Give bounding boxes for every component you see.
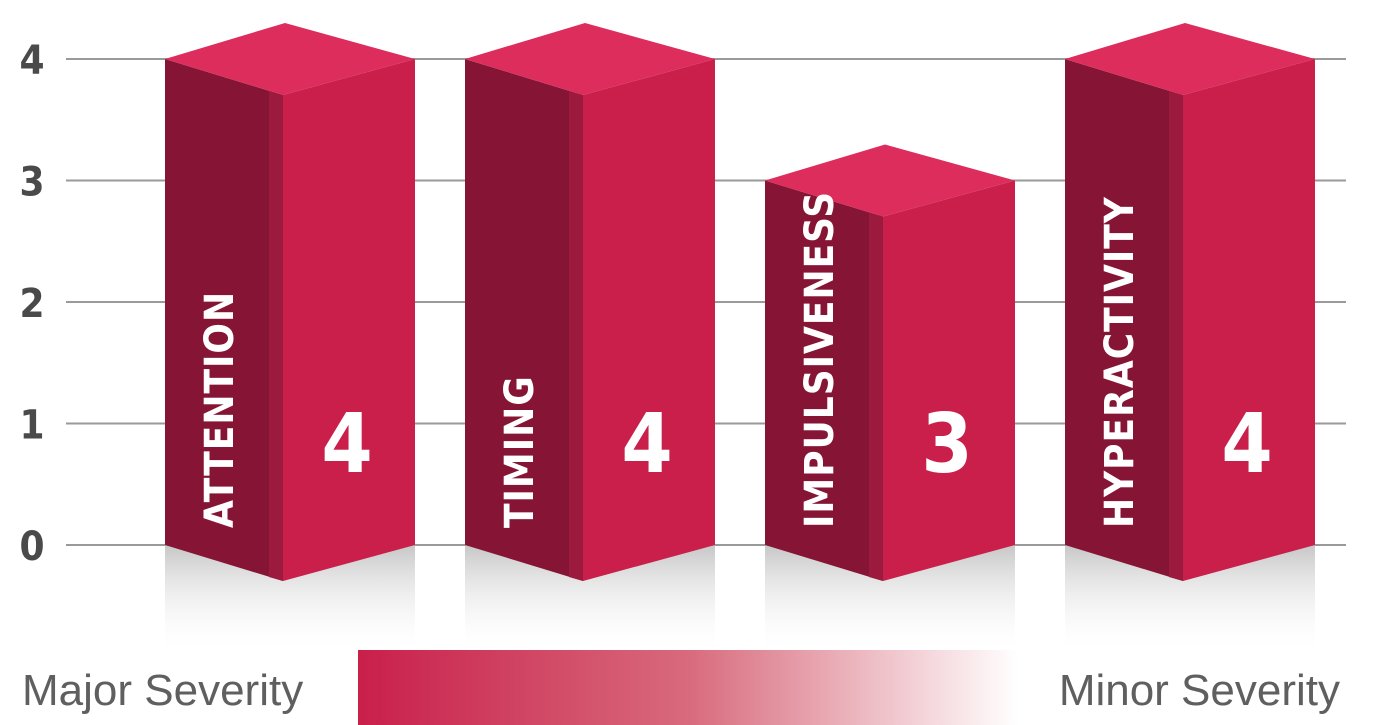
- bar-category-label: ATTENTION: [197, 291, 243, 528]
- severity-scale: Major Severity Minor Severity: [22, 650, 1340, 725]
- bar-side-face: [765, 180, 883, 581]
- bar-front-face: [883, 180, 1015, 581]
- bar-side-face: [1065, 59, 1183, 581]
- bar-top-face: [1065, 23, 1315, 95]
- y-tick-label: 0: [19, 524, 44, 570]
- bar-shadows: [165, 545, 1315, 655]
- bar-timing: TIMING 4: [465, 23, 715, 581]
- bar-edge: [269, 91, 283, 581]
- bar-side-face: [165, 59, 283, 581]
- bar-front-face: [1183, 59, 1315, 581]
- bar-value-label: 3: [921, 397, 972, 492]
- bar-side-face: [465, 59, 583, 581]
- bar-top-face: [465, 23, 715, 95]
- bar-top-face: [165, 23, 415, 95]
- bars: ATTENTION 4 TIMING 4 IMPULSIVENESS 3 HYPERACTI…: [165, 23, 1315, 581]
- y-axis-ticks: 0 1 2 3 4: [19, 38, 44, 570]
- bar-value-label: 4: [321, 397, 372, 492]
- bar-edge: [1169, 91, 1183, 581]
- bar-hyperactivity: HYPERACTIVITY 4: [1065, 23, 1315, 581]
- y-tick-label: 1: [19, 403, 44, 449]
- bar-value-label: 4: [1221, 397, 1272, 492]
- y-tick-label: 2: [19, 281, 44, 327]
- y-tick-label: 3: [19, 160, 44, 206]
- severity-gradient-bar: [358, 650, 1018, 725]
- severity-right-label: Minor Severity: [1059, 666, 1340, 715]
- bar-category-label: IMPULSIVENESS: [797, 191, 843, 528]
- bar-front-face: [583, 59, 715, 581]
- severity-left-label: Major Severity: [22, 666, 303, 715]
- bar-category-label: TIMING: [497, 375, 543, 528]
- bar-edge: [569, 91, 583, 581]
- y-tick-label: 4: [19, 38, 44, 84]
- bar-top-face: [765, 144, 1015, 217]
- bar-value-label: 4: [621, 397, 672, 492]
- bar-category-label: HYPERACTIVITY: [1097, 196, 1143, 528]
- bar-front-face: [283, 59, 415, 581]
- bar-edge: [869, 212, 883, 581]
- bar-attention: ATTENTION 4: [165, 23, 415, 581]
- bar-impulsiveness: IMPULSIVENESS 3: [765, 144, 1015, 581]
